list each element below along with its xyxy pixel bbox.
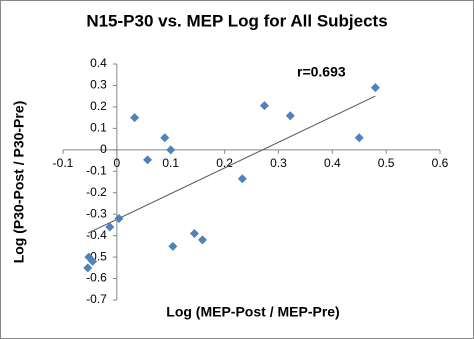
x-axis-title: Log (MEP-Post / MEP-Pre) [166, 304, 339, 320]
y-tick-label: -0.4 [86, 228, 107, 242]
point [197, 235, 207, 245]
point [88, 256, 98, 266]
point [354, 133, 364, 143]
point [168, 241, 178, 251]
y-tick-label: 0.3 [90, 78, 107, 92]
x-tick-label: 0.5 [378, 156, 395, 170]
point [105, 222, 115, 232]
y-tick-label: -0.3 [86, 206, 107, 220]
chart-title: N15-P30 vs. MEP Log for All Subjects [86, 11, 387, 30]
y-tick-label: -0.1 [86, 163, 107, 177]
y-tick-label: 0.1 [90, 121, 107, 135]
x-tick-label: 0.2 [216, 156, 233, 170]
point [83, 263, 93, 273]
y-tick-label: 0 [100, 142, 107, 156]
point [237, 174, 247, 184]
x-tick-label: 0.6 [432, 156, 449, 170]
point [189, 228, 199, 238]
y-tick-label: 0.2 [90, 99, 107, 113]
point [160, 133, 170, 143]
point [130, 113, 140, 123]
point [259, 101, 269, 111]
trendline [87, 95, 376, 234]
x-tick-label: 0.1 [162, 156, 179, 170]
x-tick-label: 0 [114, 156, 121, 170]
point [143, 155, 153, 165]
y-tick-label: -0.6 [86, 271, 107, 285]
y-tick-label: 0.4 [90, 56, 107, 70]
y-axis-title: Log (P30-Post / P30-Pre) [11, 101, 27, 264]
x-tick-label: 0.3 [270, 156, 287, 170]
x-tick-label: 0.4 [324, 156, 341, 170]
point [285, 111, 295, 121]
y-tick-label: -0.7 [86, 292, 107, 306]
y-tick-label: -0.2 [86, 185, 107, 199]
x-tick-label: -0.1 [53, 156, 74, 170]
point [114, 213, 124, 223]
point [370, 83, 380, 93]
point [166, 145, 176, 155]
annotation: r=0.693 [297, 64, 346, 80]
